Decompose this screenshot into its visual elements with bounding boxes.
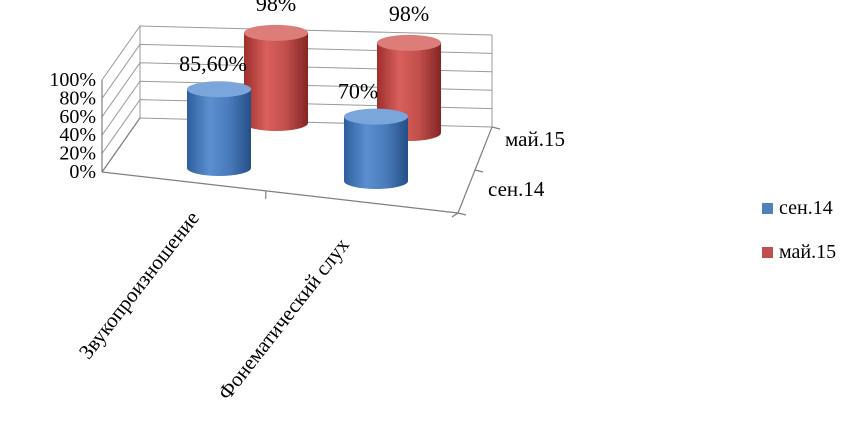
bar	[187, 81, 251, 176]
depth-axis-tick	[457, 212, 467, 216]
category-labels: Звукопроизношение Фонематический слух	[74, 206, 354, 404]
legend-swatch	[762, 203, 773, 214]
legend-item: май.15	[762, 241, 836, 263]
bars	[187, 24, 441, 189]
legend: сен.14 май.15	[762, 197, 836, 263]
data-label: 98%	[389, 1, 429, 26]
data-labels: 98% 98% 85,60% 70%	[179, 0, 429, 104]
floor-left-edge	[101, 117, 141, 173]
x-axis	[101, 171, 459, 214]
depth-axis-tick	[491, 126, 501, 130]
bar-body	[187, 89, 251, 176]
depth-axis-label: сен.14	[488, 177, 545, 201]
legend-label: май.15	[779, 241, 836, 263]
y-tick-label: 40%	[59, 124, 96, 146]
y-tick-labels: 0%20%40%60%80%100%	[49, 69, 96, 183]
data-label: 70%	[338, 79, 378, 104]
depth-axis-labels: сен.14 май.15	[488, 127, 565, 201]
depth-axis-label: май.15	[505, 127, 565, 151]
y-tick-label: 80%	[59, 87, 96, 109]
bar	[244, 24, 308, 132]
bar-body	[344, 116, 408, 189]
data-label: 98%	[256, 0, 296, 16]
legend-label: сен.14	[779, 197, 833, 219]
bar	[344, 108, 408, 189]
x-axis-tick	[451, 212, 459, 218]
legend-item: сен.14	[762, 197, 833, 219]
axes	[101, 26, 501, 218]
legend-swatch	[762, 247, 773, 258]
depth-axis-tick	[474, 169, 484, 173]
y-tick-label: 60%	[59, 106, 96, 128]
y-tick-label: 0%	[69, 161, 96, 183]
bar-top	[377, 34, 441, 51]
bar-top	[344, 108, 408, 125]
category-label: Звукопроизношение	[74, 206, 204, 363]
y-tick-label: 20%	[59, 143, 96, 165]
category-label: Фонематический слух	[213, 233, 354, 405]
bar-body	[244, 32, 308, 132]
y-tick-label: 100%	[49, 69, 96, 91]
bar-top	[244, 24, 308, 41]
bar-top	[187, 81, 251, 98]
data-label: 85,60%	[179, 51, 247, 76]
